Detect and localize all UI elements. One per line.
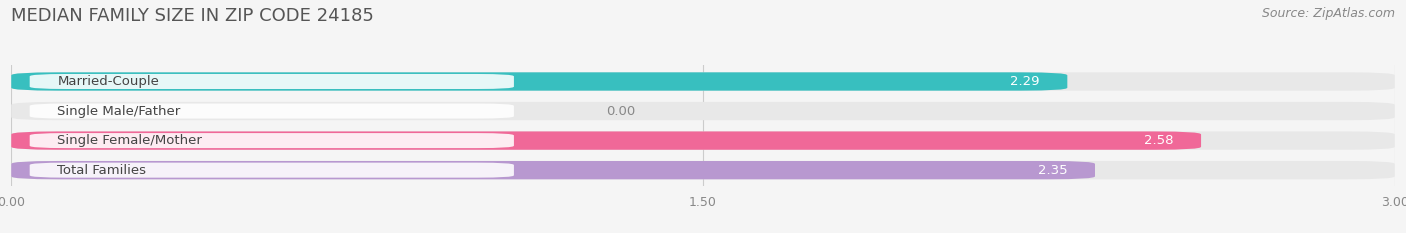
Text: Single Female/Mother: Single Female/Mother: [58, 134, 202, 147]
FancyBboxPatch shape: [11, 131, 1201, 150]
Text: 0.00: 0.00: [606, 105, 636, 117]
FancyBboxPatch shape: [11, 161, 1395, 179]
FancyBboxPatch shape: [11, 72, 1067, 91]
Text: 2.29: 2.29: [1010, 75, 1039, 88]
FancyBboxPatch shape: [30, 74, 515, 89]
Text: MEDIAN FAMILY SIZE IN ZIP CODE 24185: MEDIAN FAMILY SIZE IN ZIP CODE 24185: [11, 7, 374, 25]
Text: 2.58: 2.58: [1144, 134, 1174, 147]
FancyBboxPatch shape: [11, 161, 1095, 179]
Text: Single Male/Father: Single Male/Father: [58, 105, 180, 117]
Text: Source: ZipAtlas.com: Source: ZipAtlas.com: [1261, 7, 1395, 20]
Text: Total Families: Total Families: [58, 164, 146, 177]
FancyBboxPatch shape: [30, 133, 515, 148]
FancyBboxPatch shape: [30, 103, 515, 119]
FancyBboxPatch shape: [11, 131, 1395, 150]
FancyBboxPatch shape: [11, 102, 1395, 120]
FancyBboxPatch shape: [30, 163, 515, 178]
Text: Married-Couple: Married-Couple: [58, 75, 159, 88]
Text: 2.35: 2.35: [1038, 164, 1067, 177]
FancyBboxPatch shape: [11, 72, 1395, 91]
